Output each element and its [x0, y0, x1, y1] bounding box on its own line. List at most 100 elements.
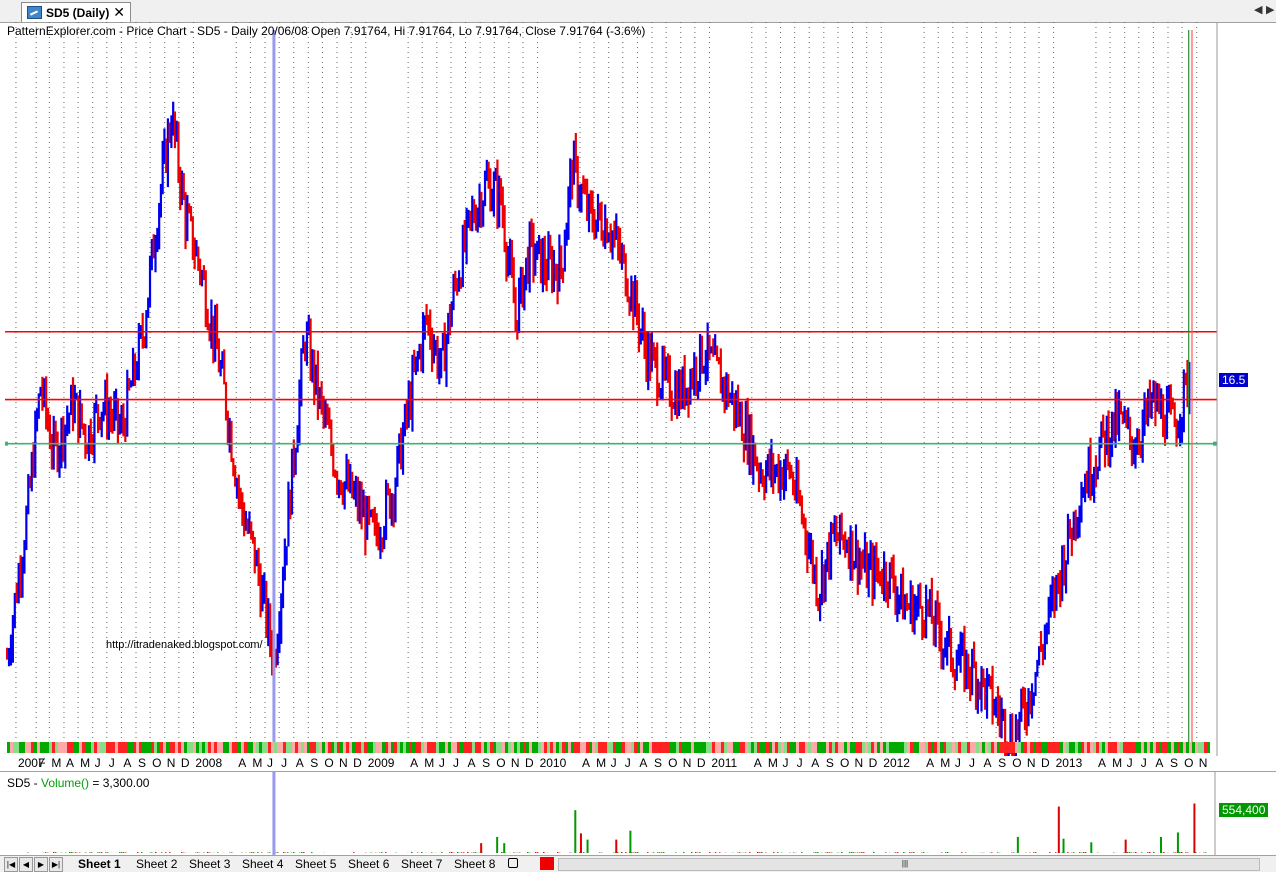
volume-bar — [1185, 852, 1187, 853]
strip-cell — [229, 742, 232, 753]
price-bar — [1067, 514, 1069, 565]
price-bar — [927, 599, 929, 616]
price-bar — [540, 239, 542, 284]
volume-bar — [947, 852, 949, 853]
price-bar — [267, 598, 269, 646]
volume-bar — [431, 852, 433, 853]
strip-cell — [1066, 742, 1069, 753]
price-bar — [630, 276, 632, 312]
first-sheet-button[interactable]: |◀ — [4, 857, 18, 872]
tab-sheet-8[interactable]: Sheet 8 — [454, 857, 495, 871]
price-bar — [685, 388, 687, 406]
volume-bar — [1049, 852, 1051, 853]
price-bar — [8, 648, 10, 666]
strip-cell — [706, 742, 709, 753]
tab-sheet-5[interactable]: Sheet 5 — [295, 857, 336, 871]
strip-cell — [331, 742, 334, 753]
tab-sheet-7[interactable]: Sheet 7 — [401, 857, 442, 871]
tab-sheet-6[interactable]: Sheet 6 — [348, 857, 389, 871]
price-bar — [263, 572, 265, 603]
price-bar — [257, 548, 259, 586]
volume-label: SD5 - Volume() = 3,300.00 — [7, 776, 149, 790]
price-bar — [946, 631, 948, 666]
strip-cell — [973, 742, 976, 753]
price-bar — [186, 195, 188, 241]
volume-bar — [119, 852, 121, 853]
last-sheet-button[interactable]: ▶| — [49, 857, 63, 872]
strip-cell — [298, 742, 301, 753]
strip-cell — [898, 742, 901, 753]
strip-cell — [238, 742, 241, 753]
strip-cell — [520, 742, 523, 753]
volume-bar — [831, 852, 833, 853]
horizontal-scrollbar[interactable]: ||| — [558, 858, 1260, 871]
strip-cell — [565, 742, 568, 753]
volume-bar — [897, 852, 899, 853]
strip-cell — [799, 742, 802, 753]
volume-bar — [961, 852, 963, 853]
strip-cell — [301, 742, 304, 753]
strip-cell — [256, 742, 259, 753]
volume-bar — [663, 852, 665, 853]
strip-cell — [61, 742, 64, 753]
price-bar — [66, 405, 68, 436]
volume-bar — [1179, 852, 1181, 853]
volume-bars — [27, 804, 1207, 854]
strip-cell — [136, 742, 139, 753]
price-bar — [16, 583, 18, 603]
strip-cell — [511, 742, 514, 753]
scroll-thumb[interactable]: ||| — [899, 859, 911, 870]
strip-cell — [1057, 742, 1060, 753]
volume-bar — [761, 852, 763, 853]
x-tick-label-66: J — [1141, 756, 1147, 770]
color-swatch-icon[interactable] — [540, 857, 554, 870]
strip-cell — [1105, 742, 1108, 753]
volume-bar — [773, 852, 775, 853]
strip-cell — [196, 742, 199, 753]
price-bar — [756, 457, 758, 472]
price-bar — [254, 537, 256, 573]
volume-bar — [261, 852, 263, 853]
strip-cell — [289, 742, 292, 753]
strip-cell — [346, 742, 349, 753]
strip-cell — [820, 742, 823, 753]
volume-bar — [691, 852, 693, 853]
tab-scroll-right-icon[interactable]: ▶ — [1266, 3, 1274, 16]
volume-bar — [913, 852, 915, 853]
strip-cell — [202, 742, 205, 753]
strip-cell — [313, 742, 316, 753]
next-sheet-button[interactable]: ▶ — [34, 857, 48, 872]
strip-cell — [1195, 742, 1198, 753]
volume-bar — [965, 852, 967, 853]
lock-icon[interactable] — [508, 858, 518, 868]
close-icon[interactable]: ✕ — [113, 4, 125, 21]
price-bars — [6, 102, 1190, 756]
tab-sheet-4[interactable]: Sheet 4 — [242, 857, 283, 871]
volume-bar — [69, 852, 71, 853]
tab-sheet-3[interactable]: Sheet 3 — [189, 857, 230, 871]
price-bar — [542, 238, 544, 292]
chart-tab[interactable]: SD5 (Daily) ✕ — [21, 2, 131, 22]
volume-bar — [257, 852, 259, 853]
tab-sheet-2[interactable]: Sheet 2 — [136, 857, 177, 871]
volume-bar — [527, 852, 529, 853]
tab-sheet-1[interactable]: Sheet 1 — [78, 857, 121, 871]
strip-cell — [829, 742, 832, 753]
price-bar — [619, 228, 621, 264]
volume-bar — [501, 852, 503, 853]
strip-cell — [1162, 742, 1165, 753]
strip-cell — [103, 742, 106, 753]
price-bar — [718, 357, 720, 364]
strip-cell — [1156, 742, 1159, 753]
tab-scroll-left-icon[interactable]: ◀ — [1254, 3, 1262, 16]
strip-cell — [430, 742, 433, 753]
price-bar — [296, 425, 298, 452]
price-bar — [328, 407, 330, 428]
price-bar — [136, 361, 138, 380]
price-bar — [361, 482, 363, 530]
volume-bar — [709, 852, 711, 853]
volume-panel[interactable]: SD5 - Volume() = 3,300.00 554,400 — [0, 771, 1276, 855]
prev-sheet-button[interactable]: ◀ — [19, 857, 33, 872]
price-bar — [1057, 573, 1059, 594]
